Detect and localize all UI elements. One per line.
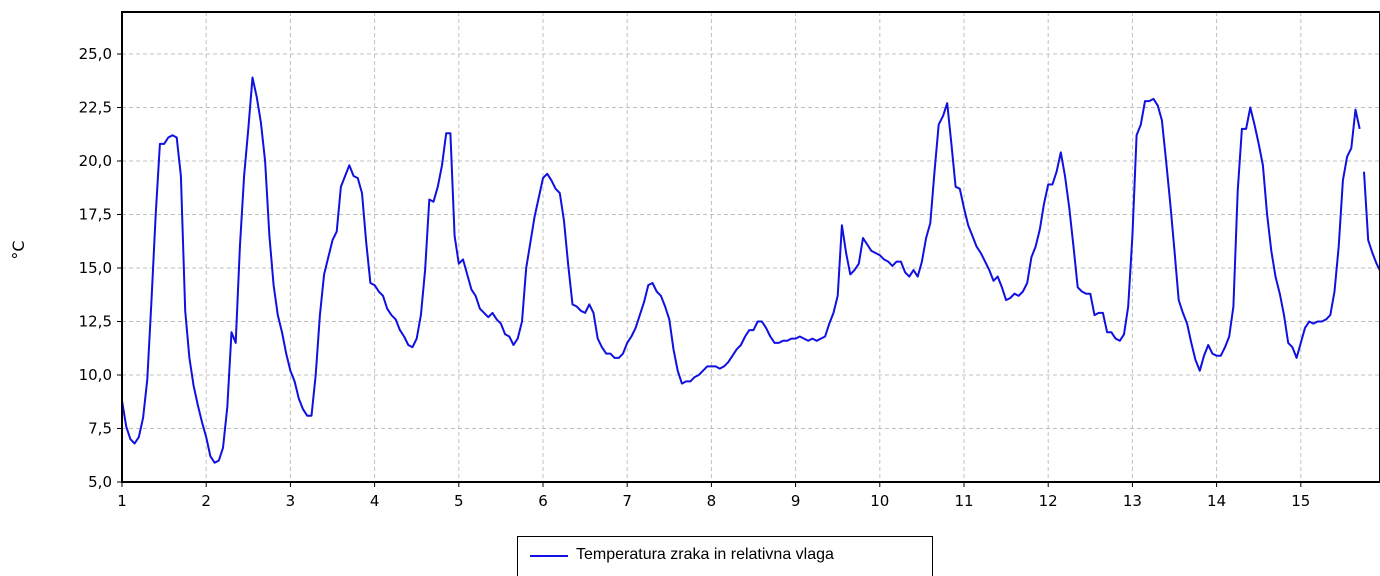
legend: Temperatura zraka in relativna vlaga — [517, 536, 933, 576]
x-tick-label: 7 — [622, 492, 632, 510]
x-tick-label: 9 — [791, 492, 801, 510]
x-tick-label: 10 — [870, 492, 889, 510]
y-tick-label: 12,5 — [79, 313, 112, 331]
x-tick-label: 14 — [1207, 492, 1226, 510]
y-tick-label: 5,0 — [88, 473, 112, 491]
legend-swatch — [530, 555, 568, 557]
x-tick-label: 2 — [201, 492, 211, 510]
tick-layer: 1 2 3 4 5 6 7 8 9 10 11 12 13 14 155,07,510,012,515,01… — [79, 45, 1311, 510]
x-tick-label: 11 — [954, 492, 973, 510]
x-tick-label: 1 — [117, 492, 127, 510]
grid-lines — [122, 12, 1380, 482]
y-tick-label: 17,5 — [79, 206, 112, 224]
y-tick-label: 7,5 — [88, 420, 112, 438]
y-tick-label: 10,0 — [79, 366, 112, 384]
x-tick-label: 13 — [1123, 492, 1142, 510]
x-tick-label: 6 — [538, 492, 548, 510]
y-tick-label: 22,5 — [79, 99, 112, 117]
x-tick-label: 15 — [1291, 492, 1310, 510]
x-tick-label: 8 — [707, 492, 717, 510]
plot-frame — [121, 11, 1380, 483]
series-line — [1363, 171, 1380, 273]
y-tick-label: 15,0 — [79, 259, 112, 277]
y-tick-label: 25,0 — [79, 45, 112, 63]
y-tick-label: 20,0 — [79, 152, 112, 170]
x-tick-label: 12 — [1039, 492, 1058, 510]
series-line — [122, 76, 1361, 464]
x-tick-label: 5 — [454, 492, 464, 510]
x-tick-label: 4 — [370, 492, 380, 510]
series-layer — [122, 76, 1380, 464]
legend-label: Temperatura zraka in relativna vlaga — [576, 546, 834, 563]
y-axis-title: °C — [9, 240, 28, 259]
x-tick-label: 3 — [286, 492, 296, 510]
